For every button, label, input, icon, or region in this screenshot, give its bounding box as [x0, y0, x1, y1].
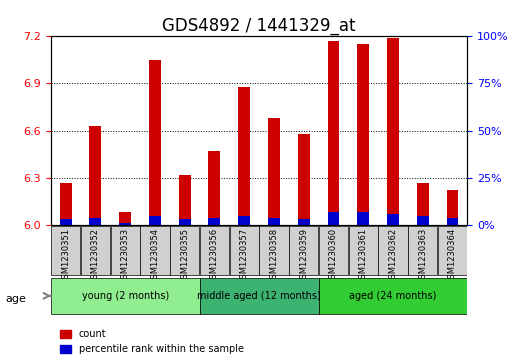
FancyBboxPatch shape — [140, 225, 170, 276]
Bar — [357, 44, 369, 225]
Bar — [328, 41, 339, 225]
Text: GSM1230362: GSM1230362 — [389, 228, 397, 284]
Bar — [119, 212, 131, 225]
Text: age: age — [5, 294, 26, 305]
Text: GSM1230353: GSM1230353 — [121, 228, 130, 284]
Text: GSM1230357: GSM1230357 — [240, 228, 249, 284]
Text: young (2 months): young (2 months) — [82, 291, 169, 301]
FancyBboxPatch shape — [260, 225, 289, 276]
Text: GSM1230354: GSM1230354 — [150, 228, 160, 284]
Bar — [387, 214, 399, 225]
Bar — [179, 175, 190, 225]
Bar — [357, 212, 369, 225]
Text: GSM1230355: GSM1230355 — [180, 228, 189, 284]
Bar — [89, 217, 102, 225]
Bar — [208, 217, 220, 225]
FancyBboxPatch shape — [81, 225, 110, 276]
Text: GSM1230363: GSM1230363 — [418, 228, 427, 284]
Bar — [208, 151, 220, 225]
FancyBboxPatch shape — [51, 225, 80, 276]
Text: GSM1230356: GSM1230356 — [210, 228, 219, 284]
Bar — [387, 38, 399, 225]
Bar — [119, 223, 131, 225]
FancyBboxPatch shape — [51, 278, 200, 314]
Bar — [238, 216, 250, 225]
Bar — [417, 183, 429, 225]
Text: middle aged (12 months): middle aged (12 months) — [197, 291, 321, 301]
FancyBboxPatch shape — [200, 225, 229, 276]
Bar — [89, 126, 102, 225]
Bar — [417, 216, 429, 225]
Text: GSM1230352: GSM1230352 — [91, 228, 100, 284]
Title: GDS4892 / 1441329_at: GDS4892 / 1441329_at — [163, 17, 356, 35]
FancyBboxPatch shape — [319, 278, 467, 314]
FancyBboxPatch shape — [170, 225, 199, 276]
Bar — [149, 216, 161, 225]
Bar — [60, 183, 72, 225]
Text: GSM1230358: GSM1230358 — [269, 228, 278, 284]
Bar — [268, 118, 280, 225]
FancyBboxPatch shape — [319, 225, 348, 276]
FancyBboxPatch shape — [378, 225, 407, 276]
Text: GSM1230359: GSM1230359 — [299, 228, 308, 284]
Bar — [298, 134, 310, 225]
Bar — [149, 60, 161, 225]
Bar — [447, 217, 458, 225]
Bar — [298, 219, 310, 225]
Text: GSM1230364: GSM1230364 — [448, 228, 457, 284]
Bar — [268, 217, 280, 225]
FancyBboxPatch shape — [348, 225, 378, 276]
Bar — [179, 219, 190, 225]
Bar — [447, 191, 458, 225]
FancyBboxPatch shape — [200, 278, 319, 314]
Bar — [238, 87, 250, 225]
Text: GSM1230351: GSM1230351 — [61, 228, 70, 284]
Text: GSM1230360: GSM1230360 — [329, 228, 338, 284]
Legend: count, percentile rank within the sample: count, percentile rank within the sample — [56, 326, 248, 358]
FancyBboxPatch shape — [438, 225, 467, 276]
FancyBboxPatch shape — [111, 225, 140, 276]
Bar — [328, 212, 339, 225]
FancyBboxPatch shape — [408, 225, 437, 276]
FancyBboxPatch shape — [230, 225, 259, 276]
Text: aged (24 months): aged (24 months) — [350, 291, 437, 301]
Bar — [60, 219, 72, 225]
Text: GSM1230361: GSM1230361 — [359, 228, 368, 284]
FancyBboxPatch shape — [289, 225, 319, 276]
